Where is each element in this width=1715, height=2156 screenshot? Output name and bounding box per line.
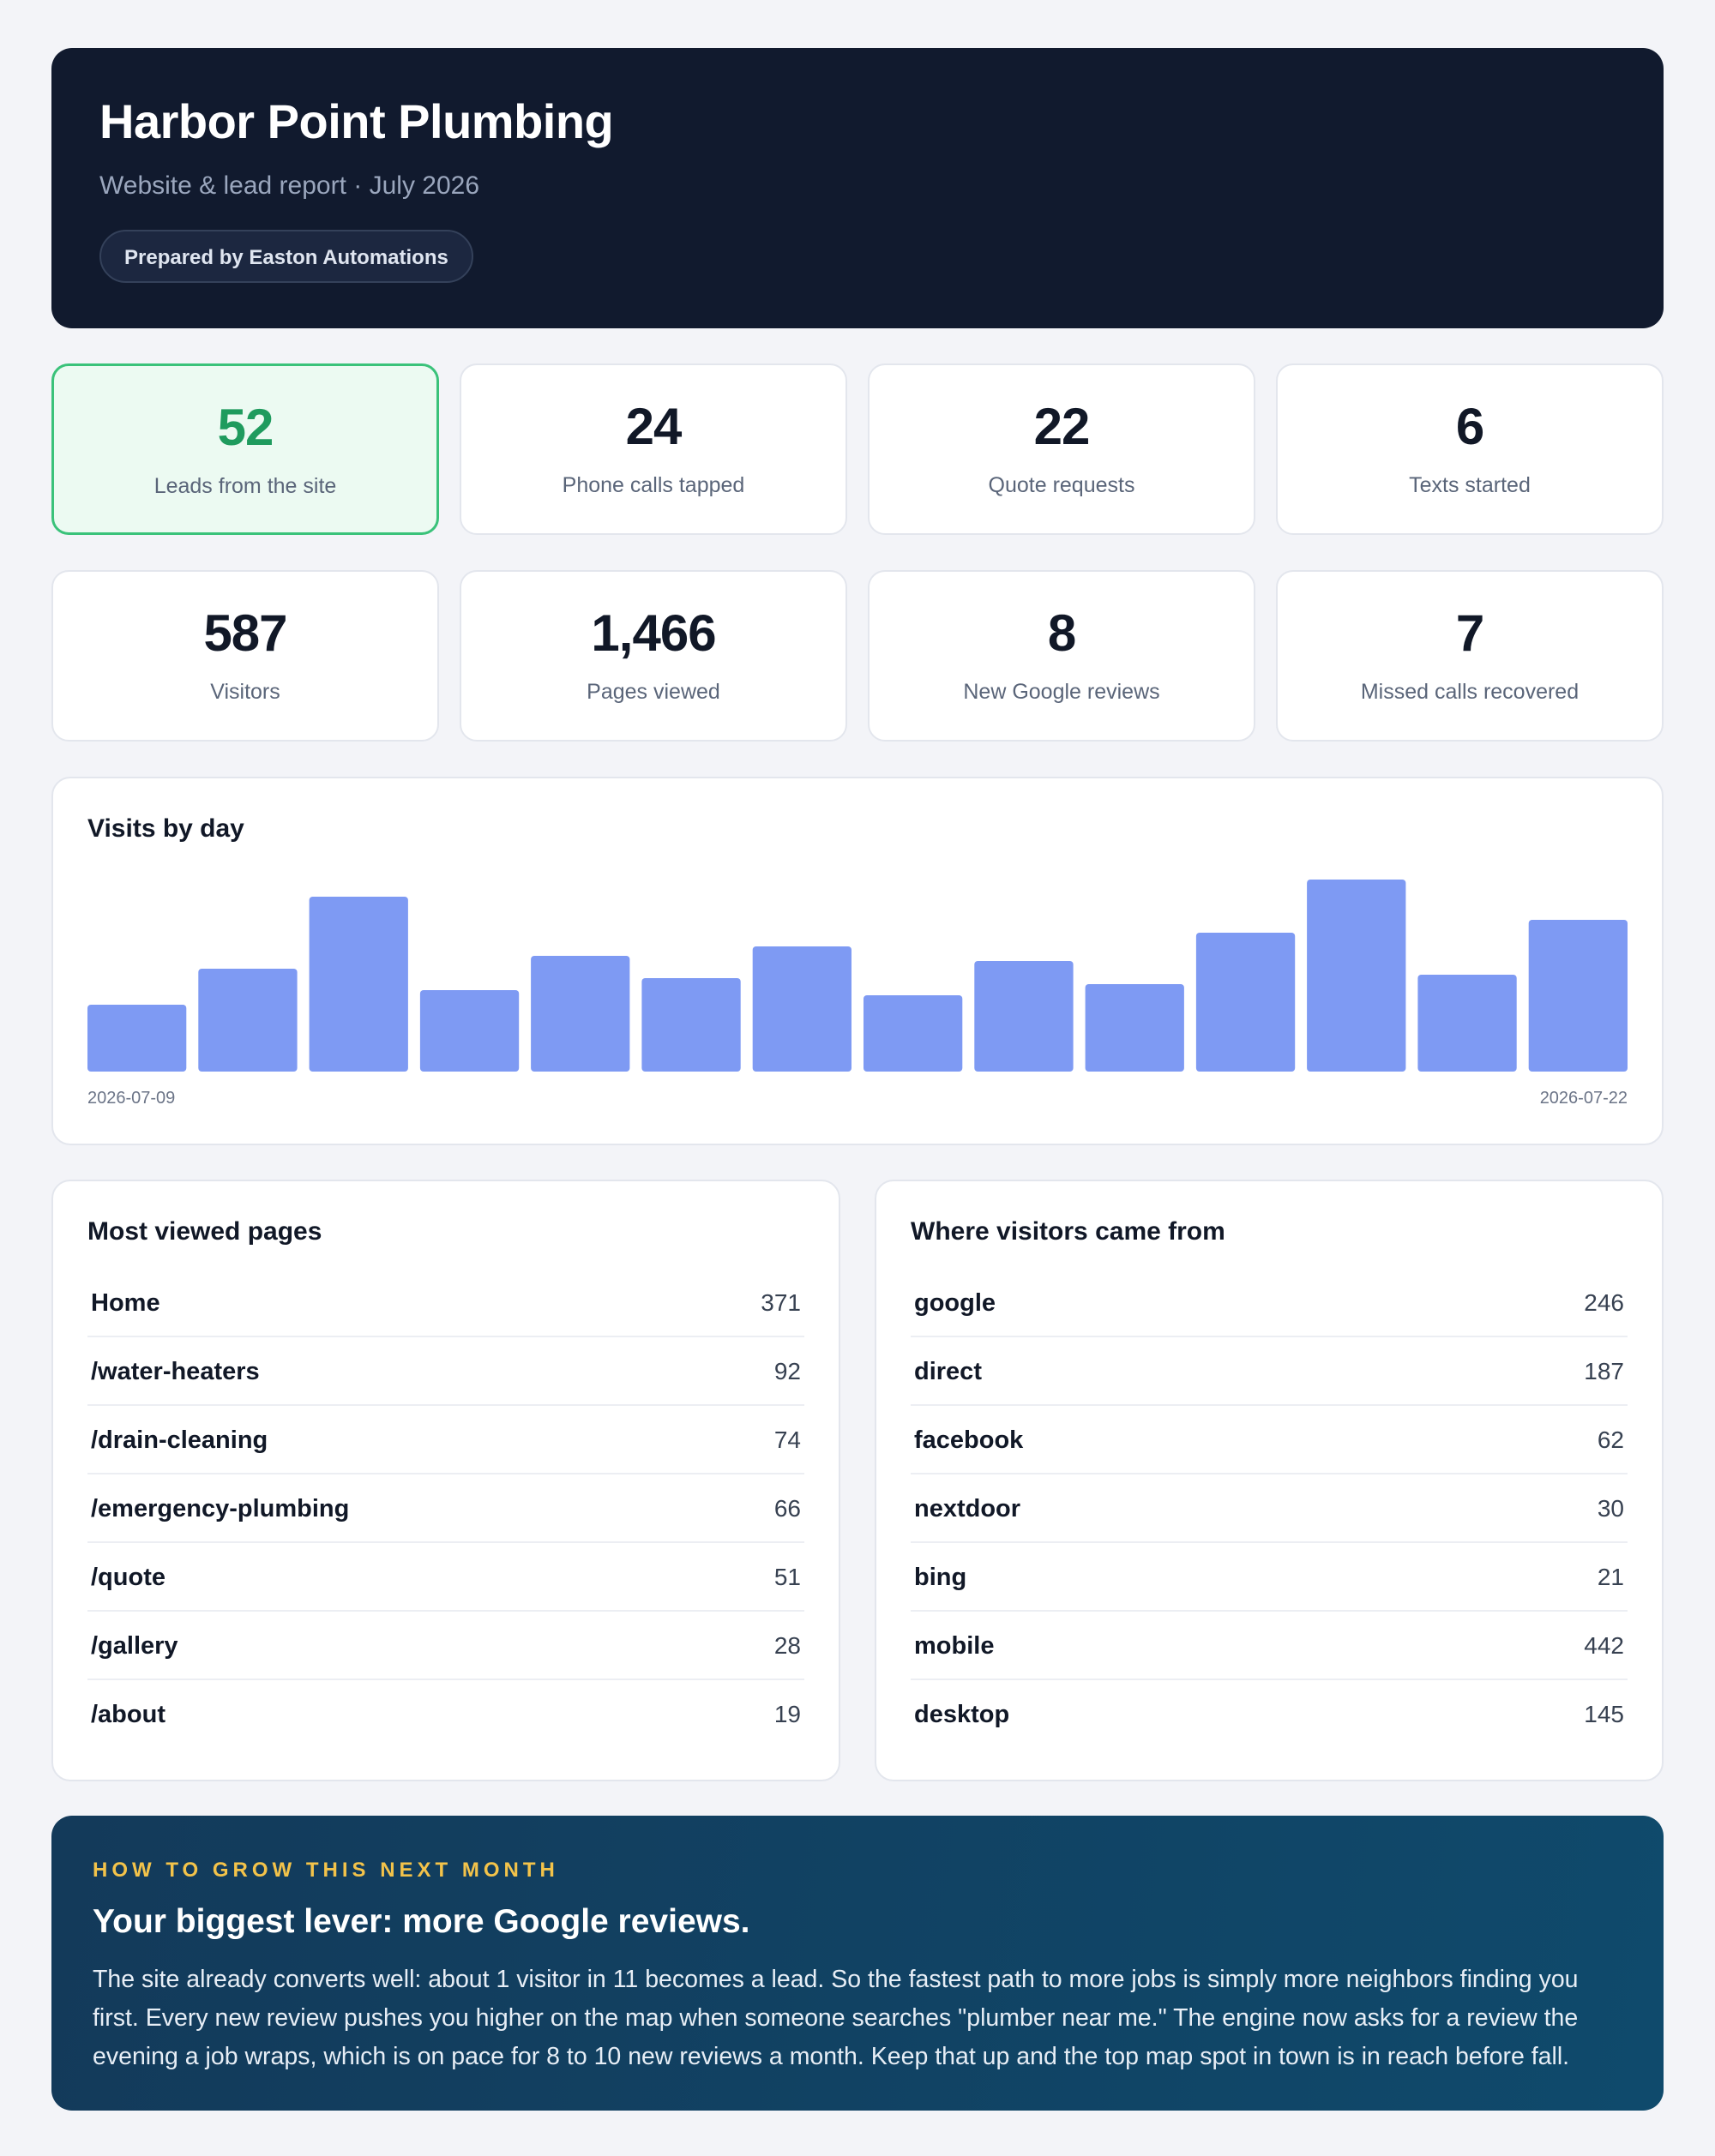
business-name: Harbor Point Plumbing (99, 94, 614, 148)
stat-label: Texts started (1409, 473, 1531, 497)
source-visits: 187 (1584, 1358, 1624, 1384)
table-row: /quote 51 (87, 1543, 804, 1612)
table-row: desktop 145 (911, 1680, 1628, 1749)
table-row: mobile 442 (911, 1612, 1628, 1680)
page-views: 66 (773, 1495, 801, 1522)
stat-value: 52 (217, 399, 274, 456)
page-views: 51 (773, 1564, 801, 1590)
table-row: /emergency-plumbing 66 (87, 1474, 804, 1543)
visit-bar-2026-07-10 (198, 969, 298, 1072)
page-name: /emergency-plumbing (91, 1495, 350, 1522)
visit-bar-2026-07-12 (419, 990, 520, 1072)
stat-value: 7 (1455, 604, 1484, 662)
source-name: google (914, 1289, 996, 1317)
page-views: 92 (773, 1358, 801, 1384)
table-row: bing 21 (911, 1543, 1628, 1612)
source-name: facebook (914, 1426, 1024, 1454)
stat-card-leads: 52 Leads from the site (51, 363, 439, 535)
stat-value: 6 (1455, 398, 1484, 455)
traffic-sources-card: Where visitors came from google 246 dire… (875, 1180, 1664, 1781)
visit-bar-2026-07-09 (87, 1005, 187, 1072)
source-visits: 21 (1597, 1564, 1624, 1590)
growth-eyebrow: HOW TO GROW THIS NEXT MONTH (93, 1859, 559, 1882)
stat-card-visitors: 587 Visitors (51, 570, 439, 742)
table-row: /water-heaters 92 (87, 1337, 804, 1406)
stat-value: 1,466 (591, 604, 716, 662)
visit-bar-2026-07-17 (974, 961, 1074, 1072)
report-header: Harbor Point Plumbing Website & lead rep… (51, 48, 1664, 328)
most-viewed-pages-card: Most viewed pages Home 371 /water-heater… (51, 1180, 840, 1781)
stat-label: Leads from the site (153, 474, 337, 498)
table-row: direct 187 (911, 1337, 1628, 1406)
growth-recommendation-panel: HOW TO GROW THIS NEXT MONTH Your biggest… (51, 1816, 1664, 2111)
page-name: /water-heaters (91, 1358, 260, 1385)
visit-bar-2026-07-16 (864, 995, 963, 1072)
table-row: /gallery 28 (87, 1612, 804, 1680)
source-name: desktop (914, 1701, 1010, 1728)
stat-value: 24 (625, 398, 683, 455)
table-row: /about 19 (87, 1680, 804, 1749)
x-axis-end-label: 2026-07-22 (1539, 1089, 1628, 1108)
source-visits: 145 (1584, 1701, 1624, 1727)
sources-title: Where visitors came from (911, 1217, 1225, 1246)
stat-card-pages-viewed: 1,466 Pages viewed (460, 570, 847, 742)
stat-value: 8 (1047, 604, 1076, 662)
stat-label: Visitors (210, 680, 280, 704)
visit-bar-2026-07-15 (752, 946, 851, 1072)
visit-bar-2026-07-11 (309, 897, 408, 1072)
page-name: /quote (91, 1564, 165, 1591)
page-views: 28 (773, 1632, 801, 1659)
stat-card-google-reviews: 8 New Google reviews (868, 570, 1255, 742)
stat-card-texts: 6 Texts started (1276, 363, 1664, 535)
page-name: /gallery (91, 1632, 178, 1660)
stat-value: 22 (1033, 398, 1091, 455)
chart-title: Visits by day (87, 814, 244, 843)
pages-title: Most viewed pages (87, 1217, 322, 1246)
page-views: 371 (761, 1289, 801, 1316)
page-name: /about (91, 1701, 165, 1728)
visit-bar-2026-07-13 (531, 956, 630, 1072)
x-axis-start-label: 2026-07-09 (87, 1089, 176, 1108)
table-row: Home 371 (87, 1269, 804, 1337)
source-name: mobile (914, 1632, 995, 1660)
stat-label: Missed calls recovered (1360, 680, 1580, 704)
stat-label: Phone calls tapped (562, 473, 745, 497)
page-name: Home (91, 1289, 160, 1317)
source-name: bing (914, 1564, 967, 1591)
visit-bar-2026-07-21 (1417, 975, 1517, 1072)
page-views: 19 (773, 1701, 801, 1727)
growth-body: The site already converts well: about 1 … (93, 1966, 1579, 2070)
stat-label: Quote requests (988, 473, 1135, 497)
stat-value: 587 (203, 604, 287, 662)
visit-bar-2026-07-20 (1307, 880, 1406, 1072)
prepared-by-badge: Prepared by Easton Automations (99, 230, 473, 283)
source-name: nextdoor (914, 1495, 1021, 1522)
visit-bar-2026-07-18 (1085, 984, 1184, 1072)
page-views: 74 (773, 1426, 801, 1453)
source-visits: 442 (1584, 1632, 1624, 1659)
table-row: facebook 62 (911, 1406, 1628, 1474)
page-name: /drain-cleaning (91, 1426, 268, 1454)
growth-headline: Your biggest lever: more Google reviews. (93, 1903, 750, 1940)
visit-bar-2026-07-22 (1528, 920, 1628, 1072)
table-row: nextdoor 30 (911, 1474, 1628, 1543)
source-visits: 62 (1597, 1426, 1624, 1453)
visits-chart-card: Visits by day 2026-07-09 2026-07-22 (51, 777, 1664, 1145)
source-name: direct (914, 1358, 982, 1385)
table-row: google 246 (911, 1269, 1628, 1337)
stat-card-phone-calls: 24 Phone calls tapped (460, 363, 847, 535)
table-row: /drain-cleaning 74 (87, 1406, 804, 1474)
visit-bar-2026-07-14 (641, 978, 741, 1072)
visit-bar-2026-07-19 (1195, 933, 1296, 1072)
source-visits: 246 (1584, 1289, 1624, 1316)
source-visits: 30 (1597, 1495, 1624, 1522)
stat-card-quote-requests: 22 Quote requests (868, 363, 1255, 535)
report-subtitle: Website & lead report · July 2026 (99, 171, 480, 200)
stat-card-missed-calls: 7 Missed calls recovered (1276, 570, 1664, 742)
visits-bar-chart (87, 880, 1628, 1072)
stat-label: Pages viewed (587, 680, 720, 704)
stat-label: New Google reviews (963, 680, 1160, 704)
